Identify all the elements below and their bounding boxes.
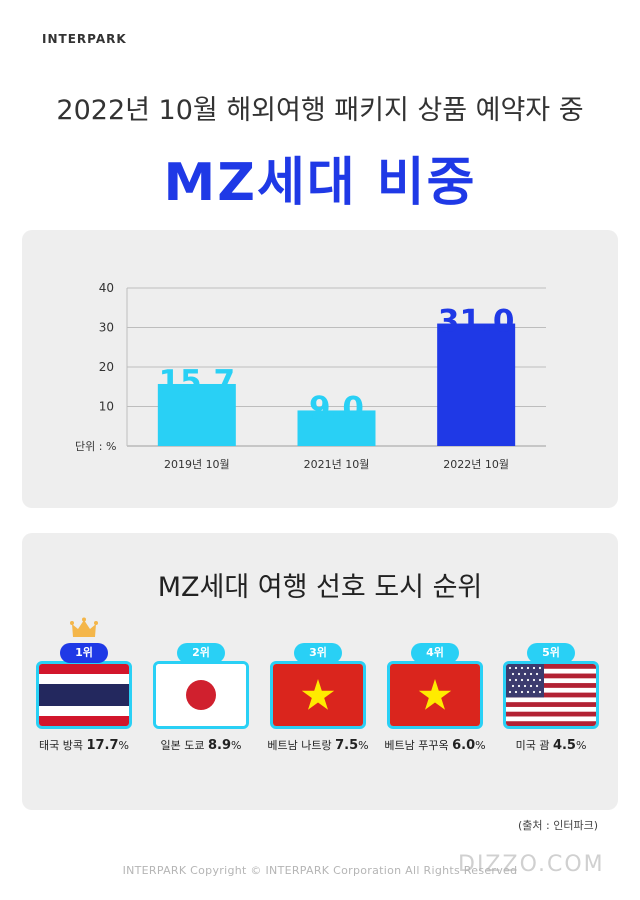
x-tick-label: 2022년 10월	[443, 458, 509, 471]
chart-panel: 10 20 30 40 단위 : % 15.7 2019년 10월 9.0 2021년 10월 3…	[22, 230, 618, 508]
data-label: 15.7	[159, 364, 236, 400]
data-label: 31.0	[438, 304, 515, 340]
y-tick-label: 10	[99, 400, 114, 414]
bar-chart: 10 20 30 40 단위 : % 15.7 2019년 10월 9.0 2021년 10월 3…	[75, 281, 546, 471]
vietnam-flag-icon	[270, 661, 366, 729]
rank-badge: 1위	[60, 643, 108, 663]
bar	[157, 383, 236, 446]
rank-badge: 2위	[177, 643, 225, 663]
thailand-flag-icon	[36, 661, 132, 729]
rank-card-5: 5위 미국 괌 4.5%	[503, 643, 599, 753]
rank-badge: 5위	[527, 643, 575, 663]
rank-caption: 미국 괌 4.5%	[515, 738, 587, 753]
x-tick-label: 2021년 10월	[304, 458, 370, 471]
crown-icon	[70, 617, 98, 637]
rank-card-1: 1위 태국 방콕 17.7%	[36, 617, 132, 753]
unit-label: 단위 : %	[75, 440, 116, 453]
bar	[437, 323, 516, 446]
brand-logo: INTERPARK	[42, 32, 127, 46]
y-tick-label: 20	[99, 360, 114, 374]
usa-flag-icon	[503, 661, 599, 729]
rank-card-4: 4위 베트남 푸꾸옥 6.0%	[384, 643, 486, 753]
data-label: 9.0	[309, 390, 364, 426]
rank-caption: 일본 도쿄 8.9%	[160, 738, 242, 753]
page-title: MZ세대 비중	[163, 153, 477, 213]
rank-caption: 베트남 푸꾸옥 6.0%	[384, 738, 486, 753]
rank-card-3: 3위 베트남 나트랑 7.5%	[267, 643, 369, 753]
rank-badge: 3위	[294, 643, 342, 663]
page-subtitle: 2022년 10월 해외여행 패키지 상품 예약자 중	[56, 95, 584, 126]
source-note: (출처 : 인터파크)	[517, 819, 598, 832]
rank-caption: 태국 방콕 17.7%	[38, 738, 129, 753]
rank-badge: 4위	[411, 643, 459, 663]
bar	[297, 410, 376, 446]
watermark: DIZZO.COM	[458, 852, 605, 877]
y-tick-label: 30	[99, 321, 114, 335]
rank-card-2: 2위 일본 도쿄 8.9%	[153, 643, 249, 753]
japan-flag-icon	[153, 661, 249, 729]
ranking-panel: MZ세대 여행 선호 도시 순위 1위 태국 방콕 17.7% 2위 일본	[22, 533, 618, 810]
x-tick-label: 2019년 10월	[164, 458, 230, 471]
vietnam-flag-icon	[387, 661, 483, 729]
rank-caption: 베트남 나트랑 7.5%	[267, 738, 369, 753]
copyright: INTERPARK Copyright © INTERPARK Corporat…	[122, 864, 518, 877]
ranking-title: MZ세대 여행 선호 도시 순위	[157, 572, 483, 603]
y-tick-label: 40	[99, 281, 114, 295]
